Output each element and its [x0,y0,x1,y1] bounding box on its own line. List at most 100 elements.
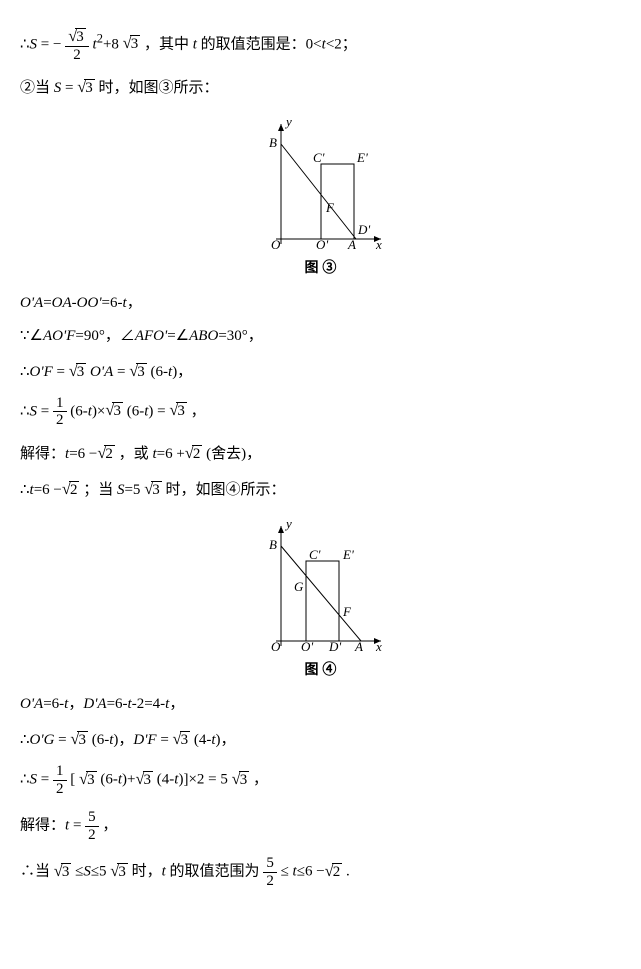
text: 的取值范围是：0< [197,36,322,52]
sqrt: √3 [169,398,187,422]
sqrt: √3 [70,727,88,751]
text: ， [102,818,117,834]
text: 时，如图③所示： [99,80,219,96]
svg-text:x: x [375,237,382,252]
equals: = − [37,36,61,52]
svg-text:F: F [342,604,352,619]
sqrt: √3 [77,75,95,99]
because: ∵∠ [20,328,43,344]
sqrt: √3 [135,767,153,791]
text: =6 + [157,446,185,462]
text: =5 [124,482,144,498]
text: OA [52,295,72,311]
sqrt: √2 [97,441,115,465]
eq: = [53,364,69,380]
eq: =6- [102,295,123,311]
eq: = [37,772,53,788]
eq-line: O'A=OA-OO'=6-t， [20,293,621,314]
svg-text:y: y [284,114,292,129]
text: (舍去)， [202,446,261,462]
svg-text:D': D' [328,639,341,654]
text: . [342,864,350,880]
eq-line: ∴S = 12 (6-t)×√3 (6-t) = √3 ， [20,395,621,429]
svg-text:E': E' [342,547,354,562]
therefore: ∴ [20,482,30,498]
text: ， [127,295,142,311]
sqrt: √3 [69,359,87,383]
figure-4-svg: y B C' E' G F O O' D' A x [251,516,391,656]
svg-text:y: y [284,516,292,531]
figure-4: y B C' E' G F O O' D' A x 图 ④ [20,516,621,680]
text: ，或 [115,446,153,462]
text: =30°， [218,328,262,344]
eq-line: ∴S = 12 [ √3 (6-t)+√3 (4-t)]×2 = 5 √3 ， [20,763,621,797]
text: ≤ [281,864,293,880]
text: )+ [122,772,135,788]
plus: +8 [103,36,119,52]
sqrt: √3 [79,767,97,791]
text: =90°，∠ [75,328,134,344]
eq-line: ∴O'F = √3 O'A = √3 (6-t)， [20,359,621,383]
equals: = [61,80,77,96]
sqrt: √3 [110,859,128,883]
eq-line: ∴O'G = √3 (6-t)，D'F = √3 (4-t)， [20,727,621,751]
eq: = [54,732,70,748]
text: 时，如图④所示： [162,482,286,498]
text: O'G [30,732,55,748]
sqrt: √2 [62,477,80,501]
text: ， [169,696,184,712]
text: ， [68,696,83,712]
text: ，其中 [144,36,193,52]
text: AO'F [43,328,75,344]
text: O'F [30,364,53,380]
svg-text:C': C' [313,150,325,165]
text: 时， [128,864,162,880]
text: D'A [83,696,106,712]
eq: = [157,732,173,748]
figure-3: y B C' E' F D' O O' A x 图 ③ [20,114,621,278]
fraction: √32 [65,27,89,63]
var-s: S [30,772,38,788]
text: (6- [147,364,168,380]
eq: = [113,364,129,380]
svg-text:A: A [347,237,356,252]
text: O'A [20,696,43,712]
text: <2； [326,36,357,52]
sqrt: √3 [105,398,123,422]
text: (6- [70,403,88,419]
svg-text:E': E' [356,150,368,165]
equation-line-1: ∴S = − √32 t2+8 √3 ，其中 t 的取值范围是：0<t<2； [20,27,621,63]
text: ) = [148,403,169,419]
sqrt: √3 [123,31,141,55]
text: ， [249,772,268,788]
text: -2=4- [132,696,165,712]
fraction: 52 [263,855,277,889]
var-s: S [30,403,38,419]
text: (6- [97,772,118,788]
text: )， [216,732,236,748]
sqrt: √2 [185,441,203,465]
text: ≤ [71,864,83,880]
text: 的取值范围为 [166,864,264,880]
text: )， [172,364,192,380]
eq: = [43,295,51,311]
text: AFO' [135,328,167,344]
svg-text:F: F [325,200,335,215]
eq-line: ∵∠AO'F=90°，∠AFO'=∠ABO=30°， [20,326,621,347]
text: 解得： [20,446,65,462]
figure-3-caption: 图 ③ [20,258,621,278]
text: ②当 [20,80,54,96]
text: =∠ [167,328,189,344]
eq: = [37,403,53,419]
fraction: 12 [53,395,67,429]
therefore-symbol: ∴ [20,36,30,52]
svg-text:O': O' [316,237,328,252]
sqrt: √3 [173,727,191,751]
text: )， [113,732,133,748]
eq-line: 解得：t = 52 ， [20,809,621,843]
eq-line: ∴t=6 −√2 ；当 S=5 √3 时，如图④所示： [20,477,621,501]
text: O'A [90,364,113,380]
text: 解得： [20,818,65,834]
text: )]×2 = 5 [178,772,231,788]
text: )× [92,403,105,419]
